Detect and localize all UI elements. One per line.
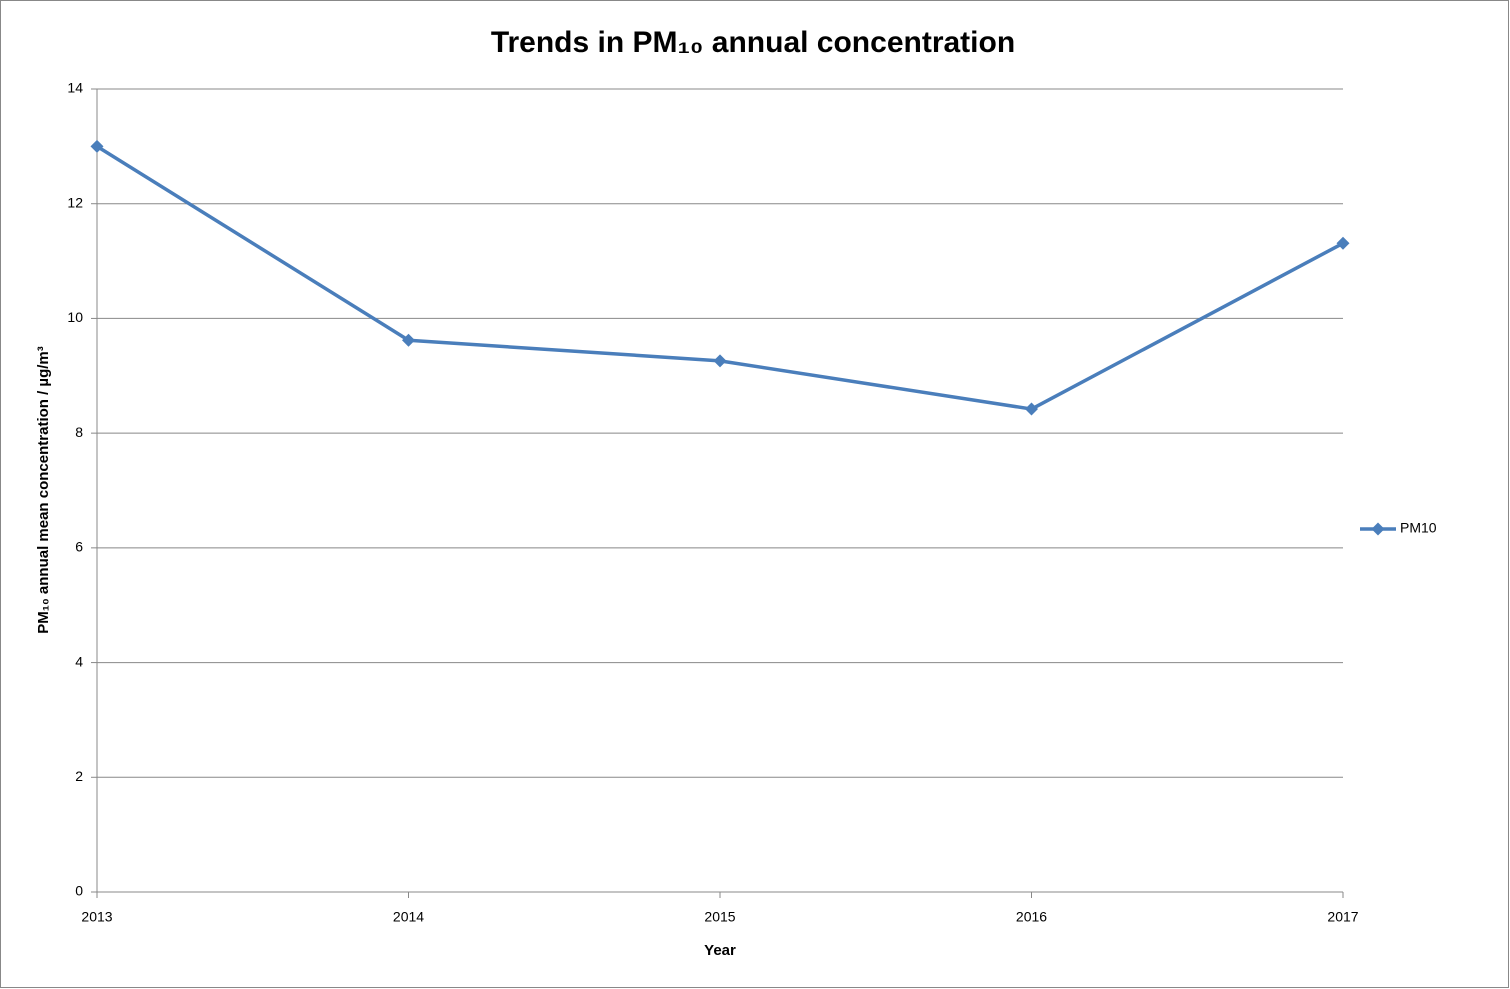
legend-marker [1371, 522, 1385, 536]
data-point [90, 139, 104, 153]
y-tick-label: 8 [75, 424, 83, 440]
y-tick-label: 14 [67, 80, 83, 96]
x-tick-label: 2017 [1327, 909, 1358, 925]
y-tick-label: 6 [75, 539, 83, 555]
y-tick-label: 2 [75, 768, 83, 784]
data-point [402, 333, 415, 347]
x-tick-label: 2015 [704, 909, 735, 925]
x-tick-label: 2014 [393, 909, 424, 925]
legend-label: PM10 [1400, 520, 1437, 536]
data-point [1336, 236, 1350, 250]
chart-title: Trends in PM₁₀ annual concentration [491, 26, 1015, 59]
y-axis-title: PM₁₀ annual mean concentration / µg/m³ [35, 346, 52, 633]
y-tick-label: 0 [75, 883, 83, 899]
y-tick-label: 12 [67, 194, 83, 210]
x-tick-label: 2013 [81, 909, 112, 925]
x-axis-title: Year [704, 942, 736, 959]
data-point [713, 354, 727, 368]
y-tick-label: 4 [75, 653, 83, 669]
y-tick-label: 10 [67, 309, 83, 325]
data-point [1025, 402, 1038, 416]
x-tick-label: 2016 [1016, 909, 1047, 925]
